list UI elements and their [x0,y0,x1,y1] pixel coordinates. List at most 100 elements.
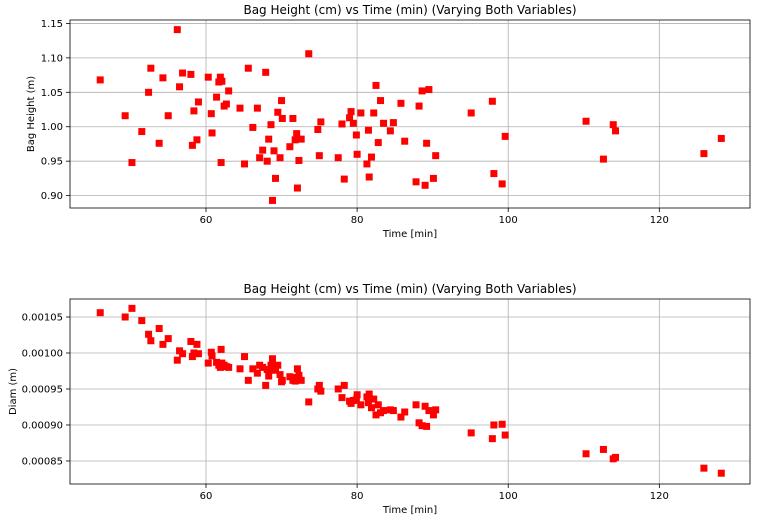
chart2-data-point [225,363,233,371]
chart1-data-point [488,97,496,105]
chart2-data-point [274,361,282,369]
chart2-data-point [263,366,271,374]
chart1-data-point [217,159,225,167]
chart2-data-point [293,365,301,373]
chart1-data-point [334,154,342,162]
chart1-data-point [397,99,405,107]
chart1-data-point [236,104,244,112]
chart1-data-point [270,147,278,155]
chart1-data-point [204,73,212,81]
chart2-data-point [272,365,280,373]
chart2-data-point [357,401,365,409]
chart1-y-tick-label: 1.10 [41,53,63,64]
chart1-data-point [609,121,617,129]
chart1-title: Bag Height (cm) vs Time (min) (Varying B… [243,3,576,17]
chart2-data-point [317,387,325,395]
chart1-data-point [370,109,378,117]
chart1-data-point [173,26,181,34]
chart2-data-point [365,390,373,398]
chart2-x-tick-label: 120 [650,491,669,502]
chart2-x-tick-label: 60 [200,491,213,502]
chart1-data-point [467,109,475,117]
chart2-data-point [262,381,270,389]
chart1-data-point [295,156,303,164]
chart1-data-point [159,74,167,82]
chart2-data-point [278,376,286,384]
chart1-data-point [612,127,620,135]
chart1-data-point [380,119,388,127]
chart2-data-point [291,377,299,385]
chart1-data-point [222,100,230,108]
chart1-data-point [363,160,371,168]
chart1-data-point [96,76,104,84]
chart1-y-tick-label: 1.15 [41,19,63,30]
chart1-data-point [216,73,224,81]
chart1-x-tick-label: 100 [499,215,518,226]
chart1-data-point [717,134,725,142]
chart1-data-point [263,157,271,165]
chart2-data-point [265,372,273,380]
chart2-data-point [259,363,267,371]
chart1-data-point [582,117,590,125]
chart2-data-point [425,407,433,415]
chart1-data-point [372,81,380,89]
chart2-data-point [276,371,284,379]
chart2-data-point [401,408,409,416]
chart1-data-point [367,153,375,161]
chart1-x-tick-label: 80 [351,215,364,226]
chart1-data-point [297,135,305,143]
chart2-data-point [467,429,475,437]
chart2-data-point [582,450,590,458]
chart1-data-point [164,112,172,120]
chart1-data-point [501,132,509,140]
chart2-data-point [188,353,196,361]
chart1-data-point [317,118,325,126]
chart2-data-point [352,396,360,404]
chart1-data-point [305,50,313,58]
chart1-data-point [365,173,373,181]
chart2-data-point [717,469,725,477]
chart1-data-point [315,152,323,160]
chart2-data-point [128,304,136,312]
chart1-x-tick-label: 60 [200,215,213,226]
chart2-data-point [397,413,405,421]
chart1-data-point [259,146,267,154]
chart1-data-point [700,150,708,158]
chart1-data-point [291,136,299,144]
chart2-data-point [374,401,382,409]
chart1-data-point [207,110,215,118]
chart2-data-point [490,421,498,429]
chart1-data-point [208,129,216,137]
chart1-data-point [138,128,146,136]
chart1-data-point [377,97,385,105]
chart2-data-point [190,349,198,357]
chart2-data-point [159,340,167,348]
chart2-data-point [389,407,397,415]
chart2-data-point [340,381,348,389]
chart1-data-point [193,136,201,144]
chart1-data-point [286,143,294,151]
chart2-y-axis-label: Diam (m) [8,368,19,415]
chart1-data-point [490,170,498,178]
chart2-data-point [244,376,252,384]
chart1-x-axis-label: Time [min] [382,229,437,240]
chart1-data-point [364,126,372,134]
chart2-y-tick-label: 0.00100 [22,348,63,359]
chart2-data-point [370,395,378,403]
chart1-data-point [276,154,284,162]
chart2-data-point [249,365,257,373]
chart1-data-point [374,139,382,147]
chart2-data-point [193,340,201,348]
chart1-data-point [244,64,252,72]
chart1-data-point [432,152,440,160]
chart2-data-point [367,404,375,412]
chart1-data-point [256,154,264,162]
chart2-data-point [305,398,313,406]
chart2-data-point [421,402,429,410]
chart2-data-point [432,406,440,414]
chart2-data-point [241,353,249,361]
chart1-y-tick-label: 1.05 [41,88,63,99]
chart2-data-point [286,373,294,381]
chart2-data-point [253,369,261,377]
